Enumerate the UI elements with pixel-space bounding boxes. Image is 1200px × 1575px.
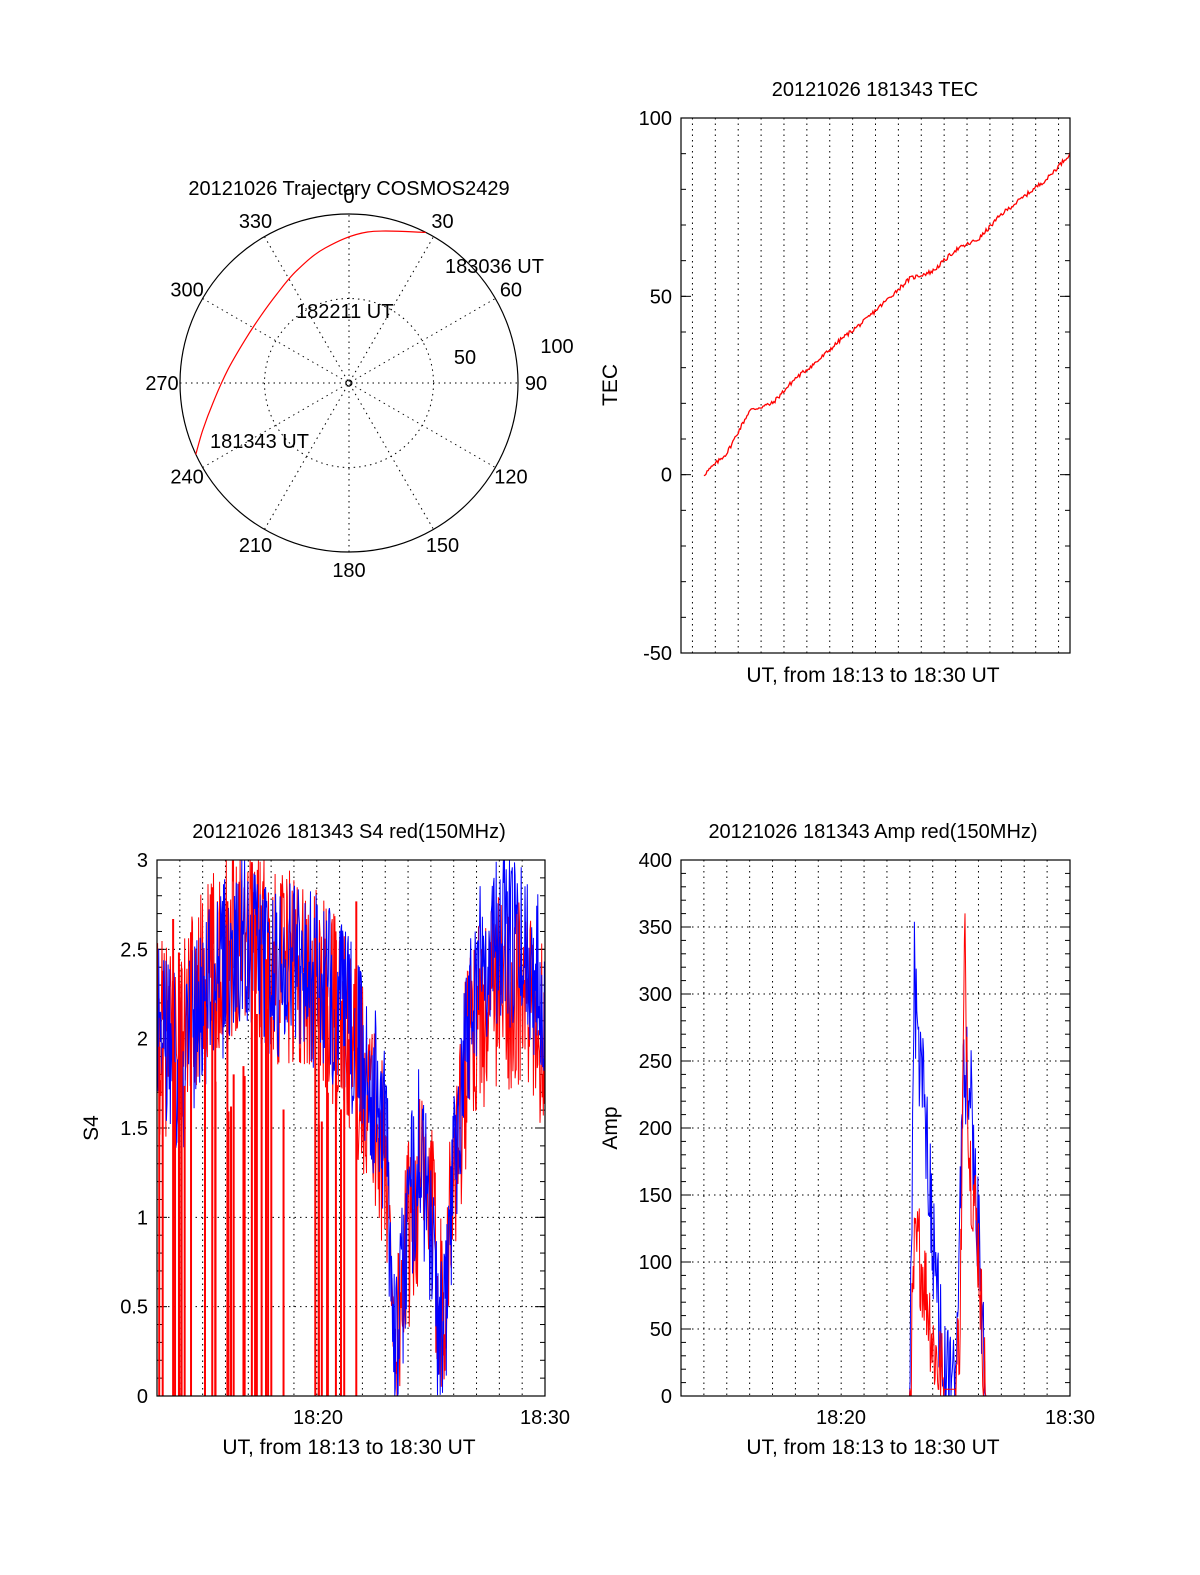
polar-angle-label: 240 [170, 467, 203, 489]
amp-y-tick-label: 400 [639, 850, 672, 872]
tec-y-tick-label: 0 [661, 465, 672, 487]
polar-angle-label: 0 [343, 186, 354, 208]
polar-angle-labels: 0 30 60 90 120 150 180 210 240 270 300 330 [145, 186, 547, 582]
amp-y-tick-label: 300 [639, 984, 672, 1006]
s4-y-tick-label: 1 [137, 1207, 148, 1229]
amp-chart: 20121026 181343 Amp red(150MHz) 0 50 100 15… [599, 821, 1095, 1459]
polar-radius-label-50: 50 [454, 347, 476, 369]
s4-title: 20121026 181343 S4 red(150MHz) [192, 821, 506, 843]
amp-y-tick-label: 50 [650, 1319, 672, 1341]
polar-spoke [202, 298, 496, 468]
amp-series [703, 913, 1070, 1397]
amp-plot-frame [680, 859, 1071, 1397]
polar-spoke [202, 298, 496, 468]
s4-series [156, 859, 546, 1397]
amp-y-tick-label: 200 [639, 1118, 672, 1140]
tec-ticks: -50 0 50 100 [639, 108, 1070, 665]
amp-x-tick-1820: 18:20 [816, 1407, 866, 1429]
polar-radius-label-100: 100 [540, 336, 573, 358]
tec-series-line [703, 152, 1071, 477]
s4-y-tick-label: 0 [137, 1386, 148, 1408]
tec-x-axis-label: UT, from 18:13 to 18:30 UT [746, 664, 999, 687]
tec-y-tick-label: 100 [639, 108, 672, 130]
s4-y-axis-label: S4 [80, 1115, 103, 1141]
polar-annotation-end: 183036 UT [445, 256, 544, 278]
polar-angle-label: 180 [332, 560, 365, 582]
polar-angle-label: 210 [239, 535, 272, 557]
tec-chart: 20121026 181343 TEC -50 0 50 100 TEC UT, fr… [599, 79, 1071, 687]
polar-angle-label: 270 [145, 373, 178, 395]
s4-chart: 20121026 181343 S4 red(150MHz) 0 0.5 1 1.5 2… [80, 821, 570, 1459]
s4-ticks: 0 0.5 1 1.5 2 2.5 3 [120, 850, 545, 1408]
polar-spoke [264, 236, 434, 530]
s4-plot-frame [156, 859, 546, 1397]
s4-y-tick-label: 0.5 [120, 1297, 148, 1319]
tec-grid [691, 118, 1060, 653]
tec-y-axis-label: TEC [599, 364, 622, 406]
amp-y-tick-label: 350 [639, 917, 672, 939]
s4-series-blue [156, 859, 546, 1397]
polar-angle-label: 90 [525, 373, 547, 395]
s4-y-tick-label: 2.5 [120, 939, 148, 961]
s4-y-tick-label: 3 [137, 850, 148, 872]
s4-y-tick-label: 2 [137, 1029, 148, 1051]
amp-y-tick-label: 0 [661, 1386, 672, 1408]
amp-y-tick-label: 150 [639, 1185, 672, 1207]
amp-y-tick-label: 250 [639, 1051, 672, 1073]
amp-grid [680, 860, 1070, 1396]
polar-angle-label: 120 [494, 467, 527, 489]
polar-trajectory-line [195, 230, 426, 455]
polar-trajectory-chart: 20121026 Trajectory COSMOS2429 0 30 60 90 12… [145, 178, 573, 582]
s4-y-tick-label: 1.5 [120, 1118, 148, 1140]
amp-series-red [703, 913, 1070, 1397]
amp-title: 20121026 181343 Amp red(150MHz) [708, 821, 1037, 843]
amp-ticks: 0 50 100 150 200 250 300 350 400 [639, 850, 1070, 1408]
polar-annotation-mid: 182211 UT [296, 301, 393, 323]
amp-y-tick-label: 100 [639, 1252, 672, 1274]
tec-y-tick-label: 50 [650, 286, 672, 308]
polar-annotation-start: 181343 UT [210, 431, 309, 453]
polar-outer-ring [179, 213, 519, 553]
polar-angle-label: 30 [431, 211, 453, 233]
polar-angle-label: 150 [426, 535, 459, 557]
tec-y-tick-label: -50 [643, 643, 672, 665]
s4-x-tick-1820: 18:20 [293, 1407, 343, 1429]
s4-x-axis-label: UT, from 18:13 to 18:30 UT [222, 1436, 475, 1459]
amp-y-axis-label: Amp [599, 1106, 622, 1149]
polar-angle-label: 330 [239, 211, 272, 233]
tec-title: 20121026 181343 TEC [772, 79, 978, 101]
polar-title: 20121026 Trajectory COSMOS2429 [188, 178, 509, 200]
tec-plot-frame [680, 117, 1071, 654]
amp-x-tick-1830: 18:30 [1045, 1407, 1095, 1429]
polar-angle-label: 60 [500, 280, 522, 302]
polar-spoke [264, 236, 434, 530]
polar-grid [180, 214, 518, 552]
polar-angle-label: 300 [170, 280, 203, 302]
s4-x-tick-1830: 18:30 [520, 1407, 570, 1429]
amp-x-axis-label: UT, from 18:13 to 18:30 UT [746, 1436, 999, 1459]
